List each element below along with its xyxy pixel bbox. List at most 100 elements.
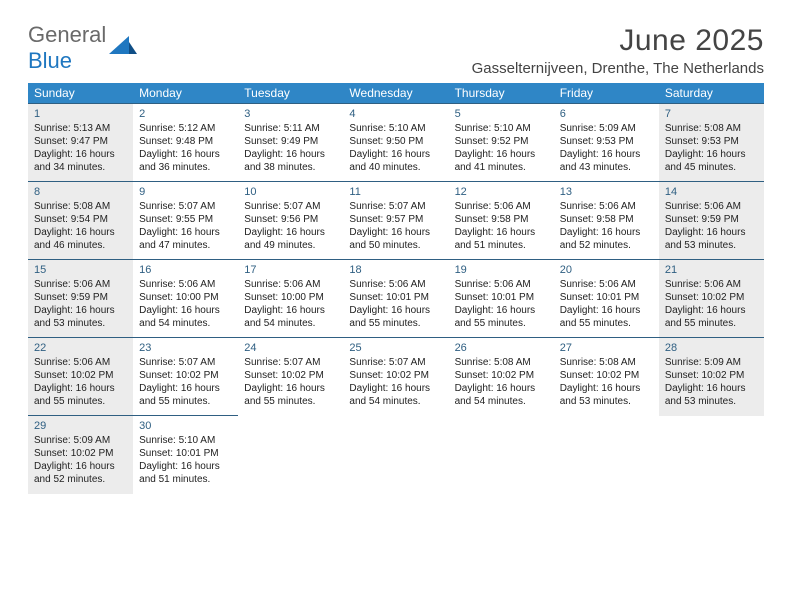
daylight-text: and 45 minutes. xyxy=(665,161,758,174)
sunset-text: Sunset: 10:02 PM xyxy=(455,369,548,382)
sunrise-text: Sunrise: 5:08 AM xyxy=(34,200,127,213)
daylight-text: Daylight: 16 hours xyxy=(34,460,127,473)
calendar-day-cell: 5Sunrise: 5:10 AMSunset: 9:52 PMDaylight… xyxy=(449,104,554,182)
daylight-text: and 55 minutes. xyxy=(455,317,548,330)
calendar-day-cell: 6Sunrise: 5:09 AMSunset: 9:53 PMDaylight… xyxy=(554,104,659,182)
daylight-text: Daylight: 16 hours xyxy=(665,226,758,239)
sunset-text: Sunset: 9:52 PM xyxy=(455,135,548,148)
sunrise-text: Sunrise: 5:06 AM xyxy=(349,278,442,291)
sunset-text: Sunset: 10:02 PM xyxy=(665,369,758,382)
day-number: 25 xyxy=(349,341,442,355)
calendar-week-row: 22Sunrise: 5:06 AMSunset: 10:02 PMDaylig… xyxy=(28,338,764,416)
sunset-text: Sunset: 9:53 PM xyxy=(665,135,758,148)
calendar-day-cell: 9Sunrise: 5:07 AMSunset: 9:55 PMDaylight… xyxy=(133,182,238,260)
brand-logo: General Blue xyxy=(28,24,137,72)
daylight-text: and 55 minutes. xyxy=(560,317,653,330)
sunset-text: Sunset: 10:00 PM xyxy=(244,291,337,304)
sunrise-text: Sunrise: 5:06 AM xyxy=(244,278,337,291)
location-subtitle: Gasselternijveen, Drenthe, The Netherlan… xyxy=(472,60,764,77)
sunrise-text: Sunrise: 5:06 AM xyxy=(139,278,232,291)
sunrise-text: Sunrise: 5:07 AM xyxy=(244,200,337,213)
calendar-day-cell: 1Sunrise: 5:13 AMSunset: 9:47 PMDaylight… xyxy=(28,104,133,182)
sunset-text: Sunset: 10:02 PM xyxy=(34,369,127,382)
daylight-text: and 46 minutes. xyxy=(34,239,127,252)
daylight-text: Daylight: 16 hours xyxy=(34,148,127,161)
sunset-text: Sunset: 9:57 PM xyxy=(349,213,442,226)
daylight-text: and 53 minutes. xyxy=(665,395,758,408)
calendar-week-row: 8Sunrise: 5:08 AMSunset: 9:54 PMDaylight… xyxy=(28,182,764,260)
daylight-text: Daylight: 16 hours xyxy=(244,304,337,317)
daylight-text: and 53 minutes. xyxy=(560,395,653,408)
daylight-text: and 54 minutes. xyxy=(455,395,548,408)
calendar-day-cell: 29Sunrise: 5:09 AMSunset: 10:02 PMDaylig… xyxy=(28,416,133,494)
daylight-text: and 53 minutes. xyxy=(34,317,127,330)
daylight-text: Daylight: 16 hours xyxy=(560,148,653,161)
sunset-text: Sunset: 9:59 PM xyxy=(665,213,758,226)
day-number: 12 xyxy=(455,185,548,199)
calendar-day-cell: 24Sunrise: 5:07 AMSunset: 10:02 PMDaylig… xyxy=(238,338,343,416)
day-number: 11 xyxy=(349,185,442,199)
calendar-day-cell: 16Sunrise: 5:06 AMSunset: 10:00 PMDaylig… xyxy=(133,260,238,338)
sunset-text: Sunset: 9:54 PM xyxy=(34,213,127,226)
sunrise-text: Sunrise: 5:09 AM xyxy=(665,356,758,369)
calendar-day-cell xyxy=(449,416,554,494)
sunset-text: Sunset: 9:58 PM xyxy=(455,213,548,226)
daylight-text: and 36 minutes. xyxy=(139,161,232,174)
sunset-text: Sunset: 9:59 PM xyxy=(34,291,127,304)
calendar-day-cell: 15Sunrise: 5:06 AMSunset: 9:59 PMDayligh… xyxy=(28,260,133,338)
day-number: 13 xyxy=(560,185,653,199)
day-number: 23 xyxy=(139,341,232,355)
daylight-text: and 41 minutes. xyxy=(455,161,548,174)
day-number: 20 xyxy=(560,263,653,277)
daylight-text: and 47 minutes. xyxy=(139,239,232,252)
sunrise-text: Sunrise: 5:07 AM xyxy=(349,200,442,213)
sunset-text: Sunset: 10:01 PM xyxy=(455,291,548,304)
daylight-text: and 55 minutes. xyxy=(139,395,232,408)
daylight-text: and 54 minutes. xyxy=(139,317,232,330)
sunset-text: Sunset: 9:49 PM xyxy=(244,135,337,148)
calendar-day-cell: 14Sunrise: 5:06 AMSunset: 9:59 PMDayligh… xyxy=(659,182,764,260)
sunrise-text: Sunrise: 5:10 AM xyxy=(455,122,548,135)
calendar-day-cell xyxy=(238,416,343,494)
title-block: June 2025 Gasselternijveen, Drenthe, The… xyxy=(472,24,764,77)
month-title: June 2025 xyxy=(472,24,764,58)
sunset-text: Sunset: 10:02 PM xyxy=(349,369,442,382)
day-number: 3 xyxy=(244,107,337,121)
calendar-day-cell: 27Sunrise: 5:08 AMSunset: 10:02 PMDaylig… xyxy=(554,338,659,416)
day-number: 14 xyxy=(665,185,758,199)
daylight-text: and 38 minutes. xyxy=(244,161,337,174)
daylight-text: Daylight: 16 hours xyxy=(139,148,232,161)
calendar-day-cell: 19Sunrise: 5:06 AMSunset: 10:01 PMDaylig… xyxy=(449,260,554,338)
calendar-day-cell: 23Sunrise: 5:07 AMSunset: 10:02 PMDaylig… xyxy=(133,338,238,416)
day-number: 21 xyxy=(665,263,758,277)
calendar-week-row: 1Sunrise: 5:13 AMSunset: 9:47 PMDaylight… xyxy=(28,104,764,182)
sunset-text: Sunset: 9:58 PM xyxy=(560,213,653,226)
day-number: 4 xyxy=(349,107,442,121)
day-number: 30 xyxy=(139,419,232,433)
sunrise-text: Sunrise: 5:10 AM xyxy=(139,434,232,447)
calendar-day-cell xyxy=(554,416,659,494)
brand-general: General xyxy=(28,22,106,47)
day-number: 19 xyxy=(455,263,548,277)
calendar-day-cell: 26Sunrise: 5:08 AMSunset: 10:02 PMDaylig… xyxy=(449,338,554,416)
daylight-text: Daylight: 16 hours xyxy=(349,304,442,317)
sunset-text: Sunset: 9:50 PM xyxy=(349,135,442,148)
calendar-day-cell: 4Sunrise: 5:10 AMSunset: 9:50 PMDaylight… xyxy=(343,104,448,182)
calendar-day-cell: 25Sunrise: 5:07 AMSunset: 10:02 PMDaylig… xyxy=(343,338,448,416)
daylight-text: and 50 minutes. xyxy=(349,239,442,252)
calendar-day-cell xyxy=(659,416,764,494)
daylight-text: and 51 minutes. xyxy=(455,239,548,252)
sunset-text: Sunset: 10:02 PM xyxy=(139,369,232,382)
day-number: 2 xyxy=(139,107,232,121)
dow-wednesday: Wednesday xyxy=(343,83,448,104)
day-number: 6 xyxy=(560,107,653,121)
day-number: 29 xyxy=(34,419,127,433)
sunrise-text: Sunrise: 5:08 AM xyxy=(455,356,548,369)
calendar-day-cell: 30Sunrise: 5:10 AMSunset: 10:01 PMDaylig… xyxy=(133,416,238,494)
daylight-text: Daylight: 16 hours xyxy=(560,304,653,317)
daylight-text: Daylight: 16 hours xyxy=(244,226,337,239)
daylight-text: and 55 minutes. xyxy=(349,317,442,330)
dow-tuesday: Tuesday xyxy=(238,83,343,104)
day-number: 18 xyxy=(349,263,442,277)
calendar-day-cell: 10Sunrise: 5:07 AMSunset: 9:56 PMDayligh… xyxy=(238,182,343,260)
